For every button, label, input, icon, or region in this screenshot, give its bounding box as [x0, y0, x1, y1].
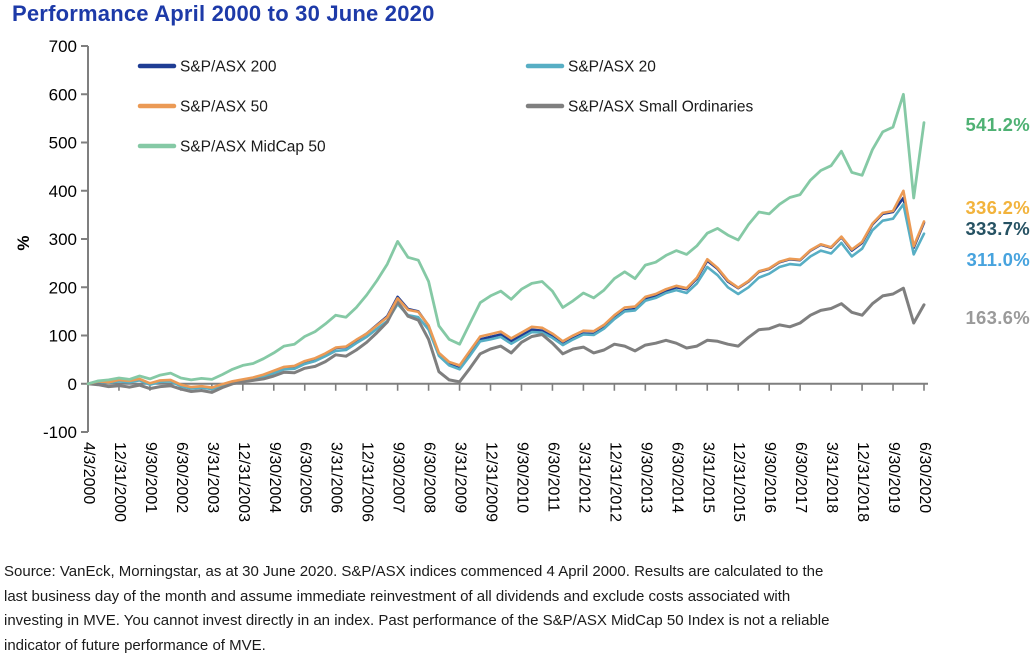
y-tick-label: 100 — [49, 327, 77, 346]
legend-label-s-p-asx-200: S&P/ASX 200 — [180, 59, 277, 76]
end-value-label-s-p-asx-200: 333.7% — [965, 218, 1030, 239]
y-tick-label: 600 — [49, 85, 77, 104]
y-tick-label: 400 — [49, 182, 77, 201]
x-tick-label: 3/31/2018 — [823, 442, 840, 513]
x-tick-label: 12/31/2015 — [730, 442, 747, 522]
footnote-line: Source: VanEck, Morningstar, as at 30 Ju… — [4, 563, 824, 580]
legend-label-s-p-asx-midcap-50: S&P/ASX MidCap 50 — [180, 139, 326, 156]
x-tick-label: 6/30/2020 — [916, 442, 933, 513]
x-tick-label: 3/31/2006 — [328, 442, 345, 513]
x-tick-label: 6/30/2005 — [297, 442, 314, 513]
chart-title: Performance April 2000 to 30 June 2020 — [12, 1, 435, 26]
performance-line-chart: 700 600 500 400 300 200 100 0 -100% 4/3/2000 12/31… — [14, 37, 1030, 522]
x-tick-label: 12/31/2006 — [359, 442, 376, 522]
legend-label-s-p-asx-small-ordinaries: S&P/ASX Small Ordinaries — [568, 99, 753, 116]
x-tick-label: 12/31/2018 — [854, 442, 871, 522]
series-line-s-p-asx-50 — [86, 189, 926, 389]
legend-label-s-p-asx-20: S&P/ASX 20 — [568, 59, 656, 76]
end-value-label-s-p-asx-small-ordinaries: 163.6% — [965, 307, 1030, 328]
x-tick-label: 6/30/2002 — [173, 442, 190, 513]
x-tick-label: 9/30/2019 — [885, 442, 902, 513]
footnote-line: indicator of future performance of MVE. — [4, 636, 266, 654]
x-tick-label: 3/31/2003 — [204, 442, 221, 513]
y-tick-label: 500 — [49, 134, 77, 153]
x-tick-label: 12/31/2012 — [606, 442, 623, 522]
x-tick-label: 9/30/2016 — [761, 442, 778, 513]
x-tick-label: 12/31/2000 — [111, 442, 128, 522]
footnote-line: last business day of the month and assum… — [4, 587, 791, 605]
x-tick-label: 3/31/2009 — [452, 442, 469, 513]
y-tick-label: -100 — [43, 423, 77, 442]
x-tick-label: 3/31/2015 — [699, 442, 716, 513]
x-tick-label: 6/30/2008 — [421, 442, 438, 513]
source-footnote: Source: VanEck, Morningstar, as at 30 Ju… — [4, 560, 829, 658]
x-tick-label: 6/30/2017 — [792, 442, 809, 513]
x-tick-label: 3/31/2012 — [575, 442, 592, 513]
x-tick-label: 6/30/2014 — [668, 442, 685, 513]
x-tick-label: 9/30/2007 — [390, 442, 407, 513]
y-tick-label: 200 — [49, 278, 77, 297]
x-tick-label: 9/30/2010 — [513, 442, 530, 513]
series-line-s-p-asx-200 — [86, 196, 926, 390]
legend-label-s-p-asx-50: S&P/ASX 50 — [180, 99, 268, 116]
x-tick-label: 12/31/2009 — [483, 442, 500, 522]
footnote-line: investing in MVE. You cannot invest dire… — [4, 612, 830, 629]
end-value-label-s-p-asx-20: 311.0% — [966, 249, 1030, 270]
x-tick-label: 12/31/2003 — [235, 442, 252, 522]
x-tick-label: 6/30/2011 — [544, 442, 561, 512]
y-tick-label: 700 — [49, 37, 77, 56]
series-line-s-p-asx-small-ordinaries — [86, 286, 926, 394]
end-value-label-s-p-asx-midcap-50: 541.2% — [965, 114, 1030, 135]
x-tick-label: 9/30/2001 — [142, 442, 159, 513]
x-tick-label: 4/3/2000 — [80, 442, 97, 504]
x-tick-label: 9/30/2004 — [266, 442, 283, 513]
end-value-label-s-p-asx-50: 336.2% — [965, 197, 1030, 218]
y-tick-label: 300 — [49, 230, 77, 249]
y-axis-title: % — [14, 235, 33, 250]
series-line-s-p-asx-midcap-50 — [86, 92, 926, 386]
x-tick-label: 9/30/2013 — [637, 442, 654, 513]
y-tick-label: 0 — [68, 375, 77, 394]
